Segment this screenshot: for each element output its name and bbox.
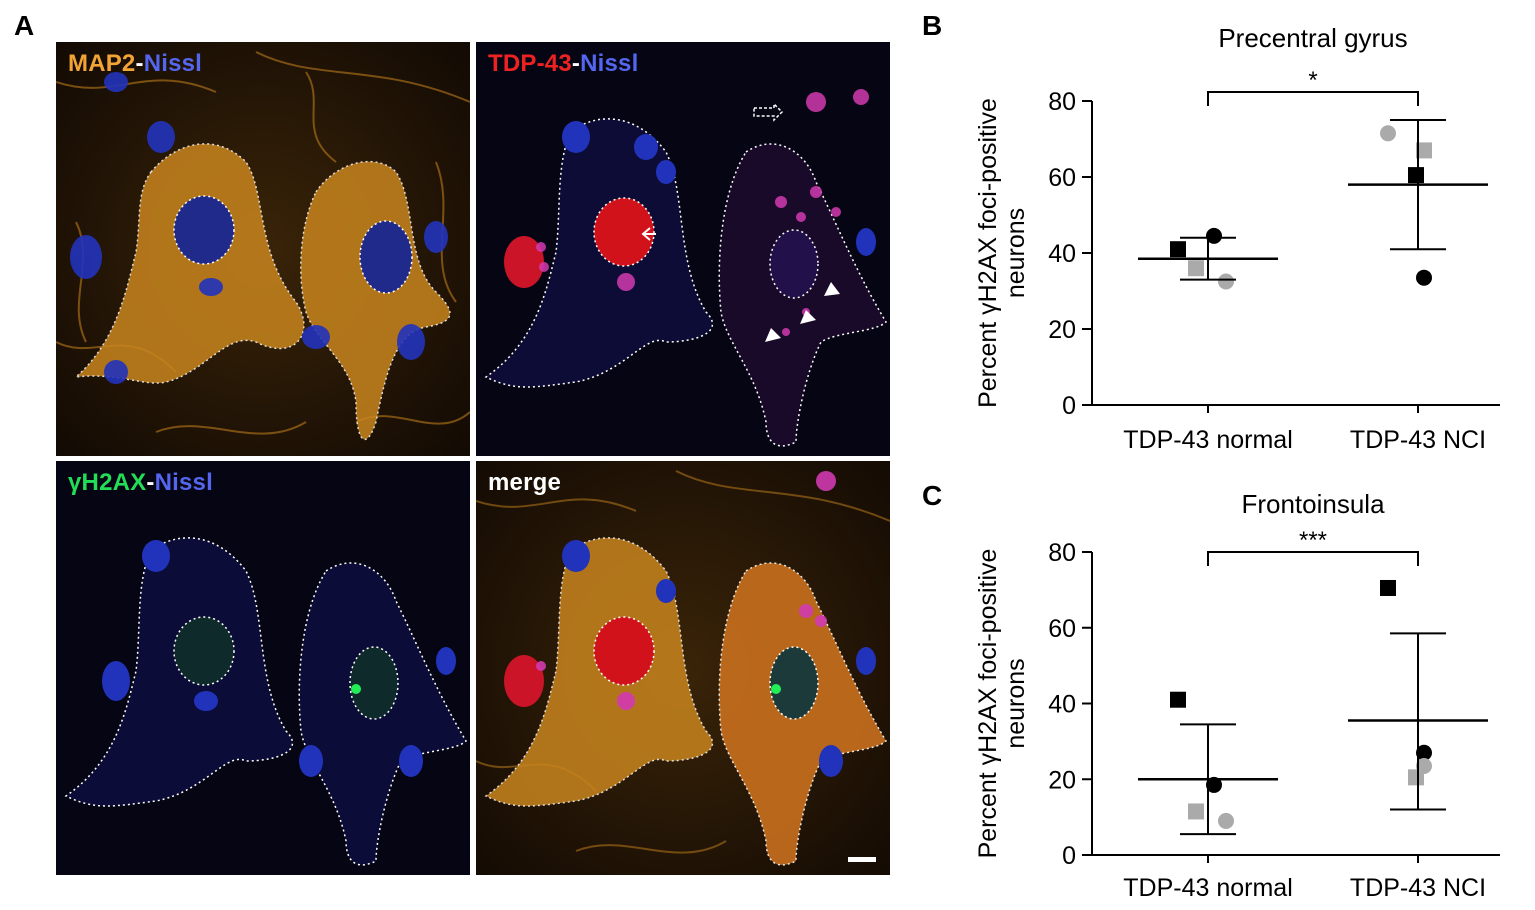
x-tick-label: TDP-43 NCI: [1350, 874, 1486, 902]
data-point-circle: [1416, 269, 1432, 286]
micrograph-merge: merge: [476, 461, 890, 875]
y-axis-label: Percent γH2AX foci-positiveneurons: [974, 98, 1030, 408]
data-point-circle: [1380, 125, 1396, 142]
y-tick-label: 60: [1048, 164, 1076, 192]
y-tick-label: 20: [1048, 316, 1076, 344]
micrograph-tdp43-image: [476, 42, 890, 456]
label-stain: Nissl: [154, 469, 213, 496]
micrograph-label: TDP-43-Nissl: [488, 50, 638, 78]
label-stain: Nissl: [143, 50, 203, 77]
y-axis-label-line1: Percent γH2AX foci-positive: [974, 98, 1002, 408]
y-tick-label: 80: [1048, 539, 1076, 567]
y-tick-label: 60: [1048, 615, 1076, 643]
y-tick-label: 40: [1048, 691, 1076, 719]
data-point-square: [1170, 241, 1186, 258]
y-tick-label: 80: [1048, 88, 1076, 116]
micrograph-tdp43-nissl: TDP-43-Nissl: [476, 42, 890, 456]
micrograph-label: γH2AX-Nissl: [68, 469, 213, 497]
label-dash: -: [571, 50, 581, 77]
micrograph-label: merge: [488, 469, 561, 497]
significance-bracket: [1207, 91, 1419, 106]
data-point-circle: [1218, 273, 1234, 290]
panel-letter-b: B: [922, 10, 943, 41]
y-axis-label-line2: neurons: [1002, 208, 1030, 298]
label-marker: MAP2: [68, 50, 136, 77]
panel-letter-c: C: [922, 480, 943, 511]
y-tick-label: 20: [1048, 766, 1076, 794]
data-point-circle: [1416, 744, 1432, 761]
significance-label: ***: [1299, 527, 1327, 554]
chart-precentral-gyrus: Precentral gyrus Percent γH2AX foci-posit…: [960, 0, 1535, 465]
data-point-square: [1170, 691, 1186, 708]
micrograph-map2-nissl: MAP2-Nissl: [56, 42, 470, 456]
label-stain: Nissl: [580, 50, 639, 77]
y-axis-label-line1: Percent γH2AX foci-positive: [974, 549, 1002, 859]
chart-c-svg: Frontoinsula Percent γH2AX foci-positiven…: [974, 489, 1500, 902]
y-tick-label: 0: [1062, 842, 1076, 870]
significance-bracket: [1207, 551, 1419, 566]
data-point-square: [1408, 769, 1424, 786]
label-dash: -: [135, 50, 144, 77]
label-marker: γH2AX: [68, 469, 147, 496]
micrograph-label: MAP2-Nissl: [68, 50, 202, 78]
x-tick-label: TDP-43 normal: [1123, 426, 1293, 454]
data-point-square: [1380, 579, 1396, 596]
y-tick-label: 0: [1062, 392, 1076, 420]
label-dash: -: [146, 469, 155, 496]
chart-title: Precentral gyrus: [1218, 23, 1407, 53]
data-point-square: [1188, 260, 1204, 277]
x-tick-label: TDP-43 normal: [1123, 874, 1293, 902]
y-axis-label-line2: neurons: [1002, 658, 1030, 748]
micrograph-merge-image: [476, 461, 890, 875]
micrograph-map2-image: [56, 42, 470, 456]
micrograph-gh2ax-nissl: γH2AX-Nissl: [56, 461, 470, 875]
chart-title: Frontoinsula: [1241, 489, 1385, 519]
y-axis-label: Percent γH2AX foci-positiveneurons: [974, 549, 1030, 859]
chart-frontoinsula: Frontoinsula Percent γH2AX foci-positiven…: [960, 468, 1535, 905]
scale-bar: [848, 857, 876, 862]
panel-letter-a: A: [14, 10, 35, 41]
x-tick-label: TDP-43 NCI: [1350, 426, 1486, 454]
label-marker: TDP-43: [488, 50, 572, 77]
data-point-circle: [1206, 227, 1222, 244]
data-point-circle: [1416, 757, 1432, 774]
data-point-square: [1416, 142, 1432, 159]
chart-b-svg: Precentral gyrus Percent γH2AX foci-posit…: [974, 23, 1500, 454]
micrograph-gh2ax-image: [56, 461, 470, 875]
data-point-circle: [1218, 812, 1234, 829]
data-point-square: [1408, 167, 1424, 184]
significance-label: *: [1308, 67, 1317, 94]
data-point-square: [1188, 803, 1204, 820]
data-point-circle: [1206, 776, 1222, 793]
label-marker: merge: [488, 469, 562, 496]
y-tick-label: 40: [1048, 240, 1076, 268]
